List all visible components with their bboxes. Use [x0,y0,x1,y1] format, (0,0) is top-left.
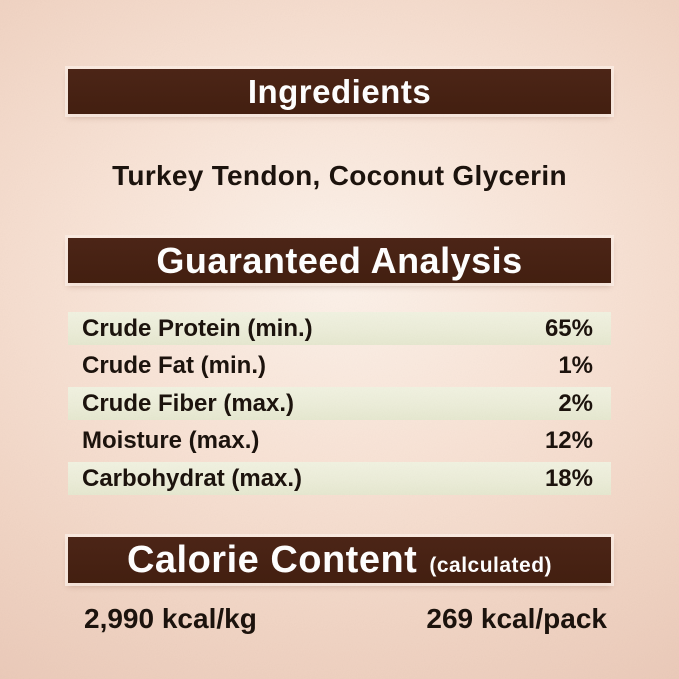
table-row: Crude Fiber (max.) 2% [68,387,611,420]
ingredients-title: Ingredients [247,72,432,110]
nutrient-value: 12% [544,427,593,454]
calorie-values-row: 2,990 kcal/kg 269 kcal/pack [68,601,611,637]
nutrient-value: 2% [558,389,593,417]
nutrient-value: 18% [544,464,593,492]
nutrient-label: Crude Fiber (max.) [82,389,295,417]
nutrient-label: Crude Fat (min.) [82,352,266,379]
table-row: Moisture (max.) 12% [68,425,611,458]
nutrient-value: 65% [544,314,593,342]
guaranteed-analysis-table: Crude Protein (min.) 65% Crude Fat (min.… [68,312,611,500]
calorie-content-title-note: (calculated) [429,553,553,577]
nutrient-label: Carbohydrat (max.) [82,464,303,492]
calorie-per-kg: 2,990 kcal/kg [84,603,257,634]
calorie-content-header-bar: Calorie Content (calculated) [68,537,611,583]
table-row: Crude Protein (min.) 65% [68,312,611,345]
ingredients-header-bar: Ingredients [68,69,611,114]
guaranteed-analysis-header-bar: Guaranteed Analysis [68,238,611,283]
nutrient-label: Moisture (max.) [82,427,260,454]
nutrient-value: 1% [558,352,593,379]
calorie-content-title-main: Calorie Content [126,538,418,581]
table-row: Crude Fat (min.) 1% [68,350,611,383]
guaranteed-analysis-title: Guaranteed Analysis [156,239,523,281]
table-row: Carbohydrat (max.) 18% [68,462,611,495]
nutrient-label: Crude Protein (min.) [82,314,313,342]
ingredients-list: Turkey Tendon, Coconut Glycerin [112,160,567,191]
calorie-per-pack: 269 kcal/pack [426,603,607,634]
calorie-content-title: Calorie Content (calculated) [127,539,552,582]
